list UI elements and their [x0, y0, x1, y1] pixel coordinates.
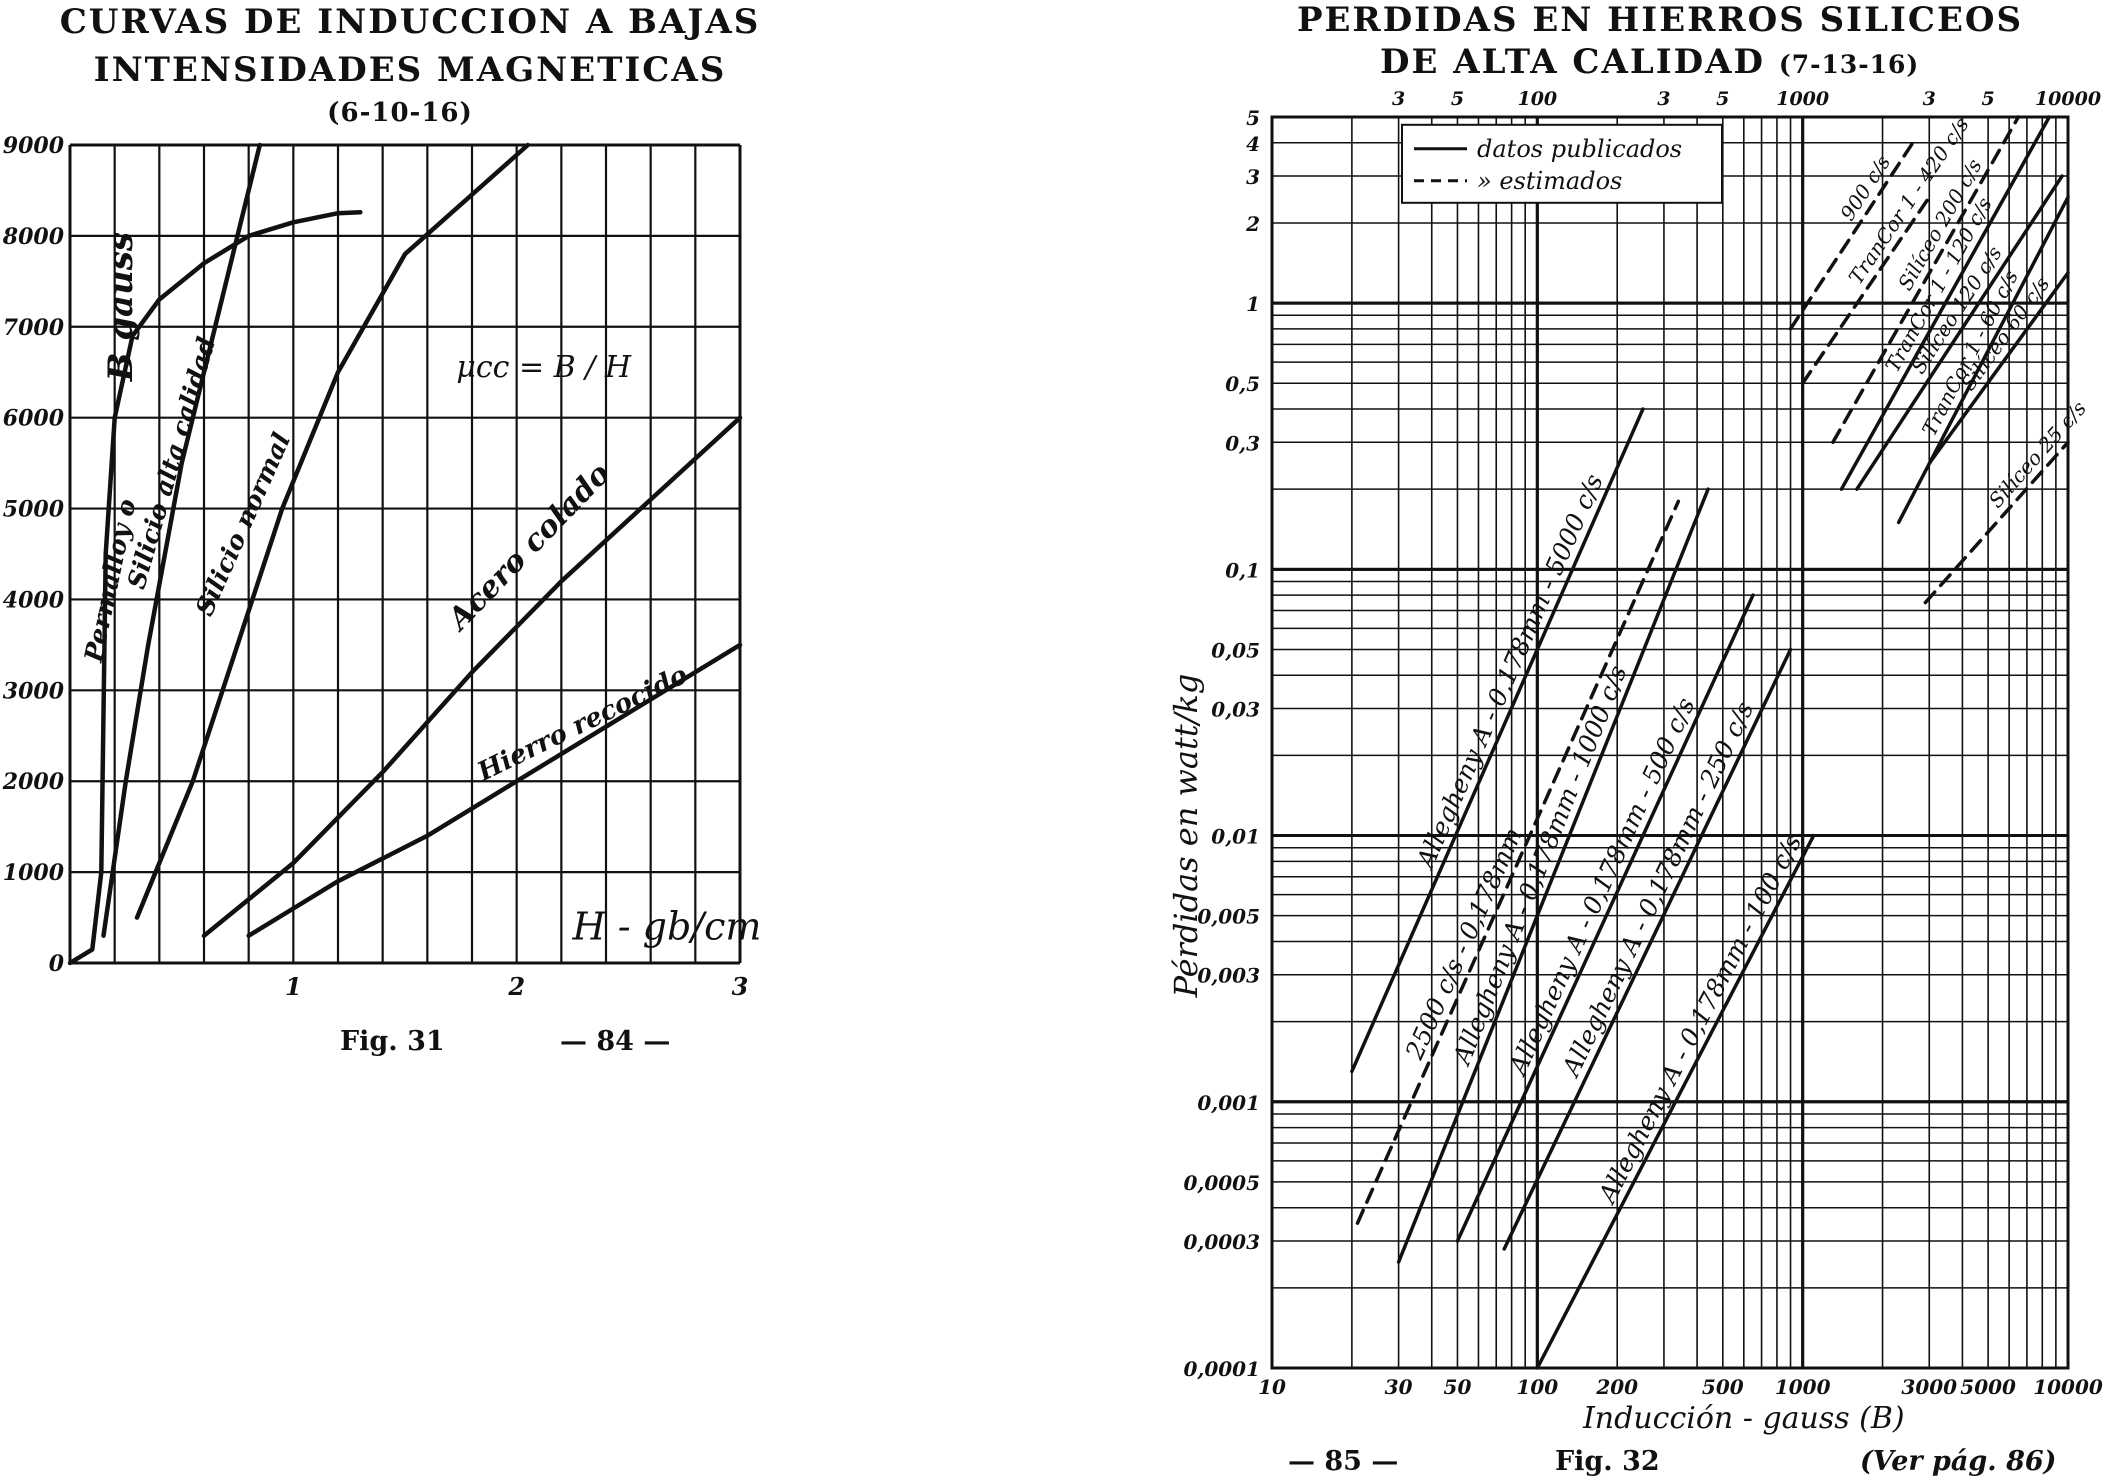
fig31-series-label: Hierro recocido	[472, 660, 692, 788]
fig32-ytick: 3	[1246, 165, 1260, 189]
fig31-xlabel: H - gb/cm	[572, 904, 762, 948]
fig31-xtick: 2	[507, 972, 525, 1001]
fig32-xtick: 5000	[1960, 1375, 2016, 1399]
fig32-series-allegheny-a-0-178mm-100-c-s	[1535, 833, 1816, 1370]
fig31-ytick: 4000	[3, 587, 65, 613]
fig32-ytick: 0,0005	[1183, 1171, 1260, 1195]
right-title-line1: PERDIDAS EN HIERROS SILICEOS	[1296, 0, 2024, 40]
fig32-series-sil-ceo-25-c-s	[1923, 440, 2070, 605]
fig32-ytick: 0,0001	[1183, 1357, 1260, 1381]
fig31-ytick: 0	[49, 951, 65, 977]
fig31-ytick: 5000	[3, 497, 65, 523]
right-title-code: (7-13-16)	[1778, 50, 1920, 79]
fig32-xtick: 1000	[1775, 1375, 1831, 1399]
fig32-xtick-top: 1000	[1776, 88, 1829, 110]
fig32-series-allegheny-a-0-178mm-5000-c-s	[1350, 407, 1645, 1074]
fig32-ylabel: Pérdidas en watt/kg	[1167, 674, 1205, 999]
fig32-ytick: 5	[1246, 106, 1260, 130]
fig32-chart: 543210,50,30,10,050,030,010,0050,0030,00…	[1167, 88, 2103, 1436]
left-title-line1: CURVAS DE INDUCCION A BAJAS	[59, 2, 761, 42]
fig32-xtick-top: 10000	[2035, 88, 2101, 110]
left-title-line2: INTENSIDADES MAGNETICAS	[93, 50, 727, 90]
right-see-page: (Ver pág. 86)	[1860, 1446, 2057, 1477]
fig32-series-trancor-1-60-c-s	[1896, 195, 2070, 525]
fig31-ytick: 7000	[3, 315, 65, 341]
fig32-ytick: 0,05	[1211, 638, 1260, 662]
fig31-xtick: 3	[732, 972, 749, 1001]
fig32-xtick: 100	[1516, 1375, 1558, 1399]
fig32-ytick: 0,1	[1225, 558, 1260, 582]
fig31-series-hierro-recocido	[246, 642, 743, 938]
fig32-xtick-top: 3	[1923, 88, 1936, 110]
fig32-ytick: 0,005	[1197, 905, 1260, 929]
fig31-series-acero-colado	[201, 415, 743, 938]
fig32-xtick-top: 5	[1451, 88, 1464, 110]
fig31-series-permalloy-o	[67, 210, 363, 966]
fig32-ytick: 0,01	[1211, 825, 1260, 849]
right-page-number: — 85 —	[1288, 1446, 1399, 1477]
fig32-series-sil-ceo-60-c-s	[1927, 271, 2070, 466]
fig31-chart: 0 1000 2000 3000 4000 5000 6000 7000 8000 9000 1 2 3…	[2, 133, 762, 1001]
fig32-legend-label: » estimados	[1477, 167, 1622, 195]
fig31-ytick: 1000	[3, 860, 65, 886]
fig31-series-label: Silicio normal	[190, 428, 297, 620]
fig32-ytick: 0,003	[1197, 964, 1260, 988]
fig32-xtick: 10000	[2033, 1375, 2103, 1399]
fig32-xtick: 500	[1702, 1375, 1744, 1399]
fig32-series-label: Allegheny A - 0,178mm - 100 c/s	[1592, 830, 1808, 1210]
fig32-xtick: 3000	[1901, 1375, 1957, 1399]
fig31-ytick: 3000	[3, 678, 65, 704]
fig32-xtick-top: 5	[1982, 88, 1995, 110]
fig32-series-2500-c-s-0-178mm	[1355, 499, 1681, 1225]
fig32-legend-label: datos publicados	[1477, 135, 1682, 163]
right-title-line2-text: DE ALTA CALIDAD	[1380, 42, 1766, 82]
fig32-frame	[1270, 115, 2070, 1370]
left-title-code: (6-10-16)	[327, 98, 473, 128]
fig32-ytick: 0,0003	[1183, 1230, 1260, 1254]
fig32-ytick: 0,001	[1197, 1091, 1260, 1115]
fig32-series-label: Silíceo 25 c/s	[1984, 396, 2091, 512]
fig31-series-silicio-normal	[134, 142, 531, 920]
fig32-xtick: 50	[1444, 1375, 1472, 1399]
fig31-series-label: Acero colado	[439, 456, 617, 639]
fig31-formula: μcc = B / H	[456, 350, 632, 385]
right-title-line2: DE ALTA CALIDAD (7-13-16)	[1380, 42, 2080, 82]
fig32-series-900-c-s	[1788, 141, 1915, 331]
fig32-xtick-top: 3	[1657, 88, 1670, 110]
fig32-ytick: 2	[1245, 212, 1260, 236]
fig32-legend-box	[1401, 123, 1723, 204]
fig32-ytick: 4	[1246, 132, 1260, 156]
fig32-xtick: 30	[1385, 1375, 1413, 1399]
left-fig-label: Fig. 31	[340, 1026, 445, 1057]
fig32-xtick-top: 100	[1517, 88, 1557, 110]
fig31-ylabel: B gauss	[101, 232, 141, 382]
fig32-ytick: 0,3	[1225, 431, 1260, 455]
fig32-series-sil-ceo-120-c-s	[1855, 174, 2064, 491]
fig31-series-silicio-alta-calidad	[101, 142, 263, 938]
fig32-xlabel: Inducción - gauss (B)	[1582, 1401, 1905, 1436]
fig32-series-trancor-1-120-c-s	[1839, 115, 2052, 491]
fig32-xtick-top: 5	[1716, 88, 1729, 110]
fig32-ytick: 0,03	[1211, 698, 1260, 722]
fig32-series-allegheny-a-0-178mm-1000-c-s	[1396, 487, 1710, 1264]
fig32-ytick: 1	[1246, 292, 1260, 316]
fig31-ytick: 9000	[3, 133, 65, 159]
fig32-xtick: 10	[1258, 1375, 1286, 1399]
fig32-xtick: 200	[1595, 1375, 1638, 1399]
fig31-ytick: 8000	[2, 224, 65, 250]
fig32-series-trancor-1-420-c-s	[1800, 195, 1932, 385]
fig32-ytick: 0,5	[1225, 372, 1260, 396]
fig32-xtick-top: 3	[1392, 88, 1405, 110]
right-fig-label: Fig. 32	[1555, 1446, 1660, 1477]
fig31-ytick: 6000	[3, 406, 65, 432]
fig31-ytick: 2000	[2, 769, 65, 795]
left-page-number: — 84 —	[560, 1026, 671, 1057]
fig32-series-sil-ceo-200-c-s	[1831, 115, 2021, 445]
fig32-series-allegheny-a-0-178mm-500-c-s	[1455, 593, 1755, 1243]
fig31-xtick: 1	[285, 972, 302, 1001]
fig32-series-allegheny-a-0-178mm-250-c-s	[1502, 647, 1793, 1251]
